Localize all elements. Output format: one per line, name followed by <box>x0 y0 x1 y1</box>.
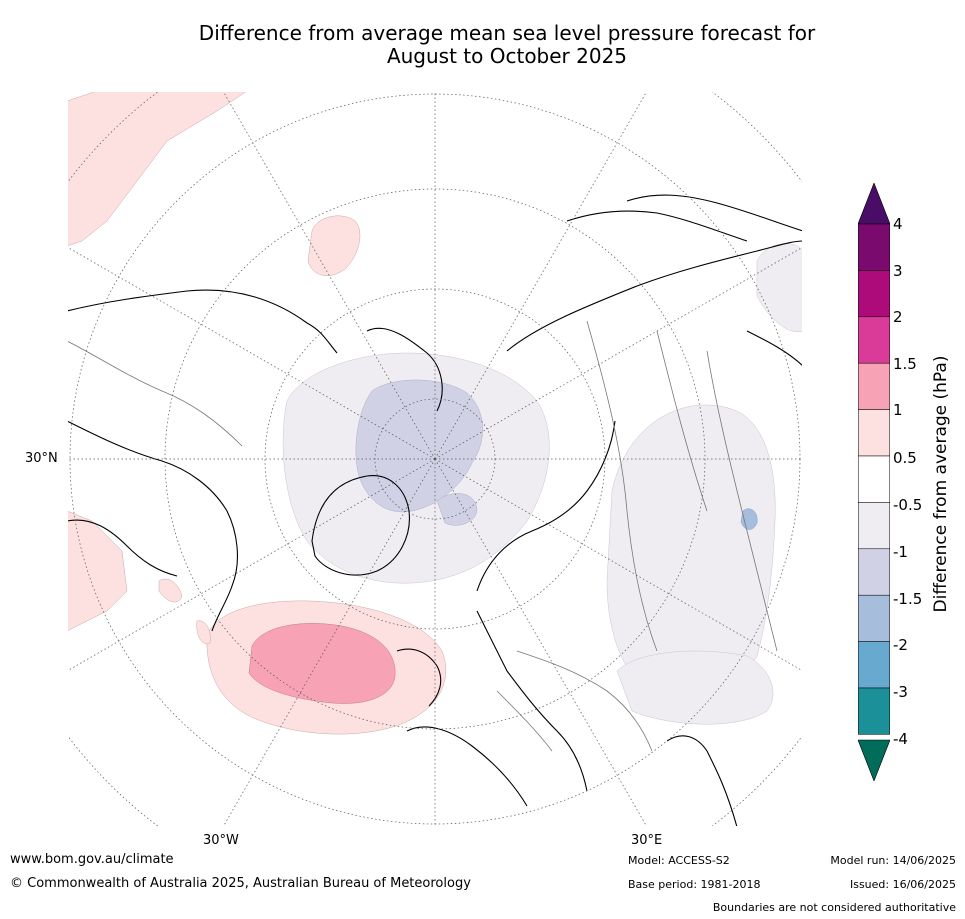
anomaly-region-pink-northwest <box>67 91 248 247</box>
colorbar-swatch-neg2-neg3 <box>858 641 890 689</box>
anomaly-region-pink-west <box>67 510 128 632</box>
colorbar-swatch-neutral <box>858 455 890 503</box>
colorbar-tick-0-5: 0.5 <box>893 449 917 467</box>
colorbar-tick-4: 4 <box>893 215 903 233</box>
colorbar-tick-neg-1-5: -1.5 <box>893 590 923 608</box>
colorbar-swatch-neg3-neg4 <box>858 687 890 735</box>
coastlines <box>67 194 803 827</box>
title-line-2: August to October 2025 <box>386 44 628 68</box>
footer-model-run: Model run: 14/06/2025 <box>830 854 956 867</box>
anomaly-region-neg-arctic-lobe <box>436 493 478 526</box>
colorbar-tick-neg-2: -2 <box>893 636 908 654</box>
map-canvas <box>67 91 803 827</box>
colorbar-tick-neg-4: -4 <box>893 730 908 748</box>
colorbar-swatch-0.5-1 <box>858 409 890 457</box>
colorbar-tick-1: 1 <box>893 401 903 419</box>
colorbar-swatch-1-1.5 <box>858 362 890 410</box>
colorbar-swatch-3-4 <box>858 223 890 271</box>
footer-disclaimer: Boundaries are not considered authoritat… <box>712 901 956 914</box>
colorbar-arrow-top <box>857 182 891 225</box>
anomaly-region-pink-islet-2 <box>196 620 211 645</box>
colorbar-tick-neg-1: -1 <box>893 543 908 561</box>
title-line-1: Difference from average mean sea level p… <box>198 21 816 45</box>
colorbar-swatch-2-3 <box>858 270 890 318</box>
footer-model: Model: ACCESS-S2 <box>628 854 730 867</box>
colorbar-arrow-bottom <box>857 739 891 782</box>
colorbar-tick-2: 2 <box>893 308 903 326</box>
lon-label-30e: 30°E <box>631 833 663 848</box>
colorbar-swatch-neg1.5-neg2 <box>858 594 890 642</box>
anomaly-region-pink-atlantic-core <box>248 623 396 704</box>
map-frame <box>67 91 803 827</box>
footer-website: www.bom.gov.au/climate <box>10 852 174 867</box>
footer-base-period: Base period: 1981-2018 <box>628 878 761 891</box>
anomaly-region-pink-islet <box>158 578 183 603</box>
colorbar-graphic <box>857 182 891 782</box>
colorbar-tick-1-5: 1.5 <box>893 355 917 373</box>
anomaly-region-neg-siberia-core <box>740 508 758 530</box>
colorbar-tick-neg-3: -3 <box>893 683 908 701</box>
lon-label-30w: 30°W <box>203 833 239 848</box>
colorbar-tick-neg-0-5: -0.5 <box>893 496 923 514</box>
colorbar-title: Difference from average (hPa) <box>931 355 951 613</box>
footer-issued: Issued: 16/06/2025 <box>849 878 956 891</box>
colorbar-swatch-neg1-neg1.5 <box>858 548 890 596</box>
anomaly-region-neg-south <box>616 650 774 725</box>
polar-map <box>67 91 803 827</box>
colorbar <box>857 182 891 782</box>
colorbar-tick-3: 3 <box>893 262 903 280</box>
graticule <box>67 91 803 827</box>
colorbar-swatch-neg0.5-neg1 <box>858 502 890 550</box>
map-title: Difference from average mean sea level p… <box>0 22 965 68</box>
colorbar-swatch-1.5-2 <box>858 316 890 364</box>
footer-copyright: © Commonwealth of Australia 2025, Austra… <box>10 876 471 891</box>
lat-label-30n: 30°N <box>25 451 58 466</box>
